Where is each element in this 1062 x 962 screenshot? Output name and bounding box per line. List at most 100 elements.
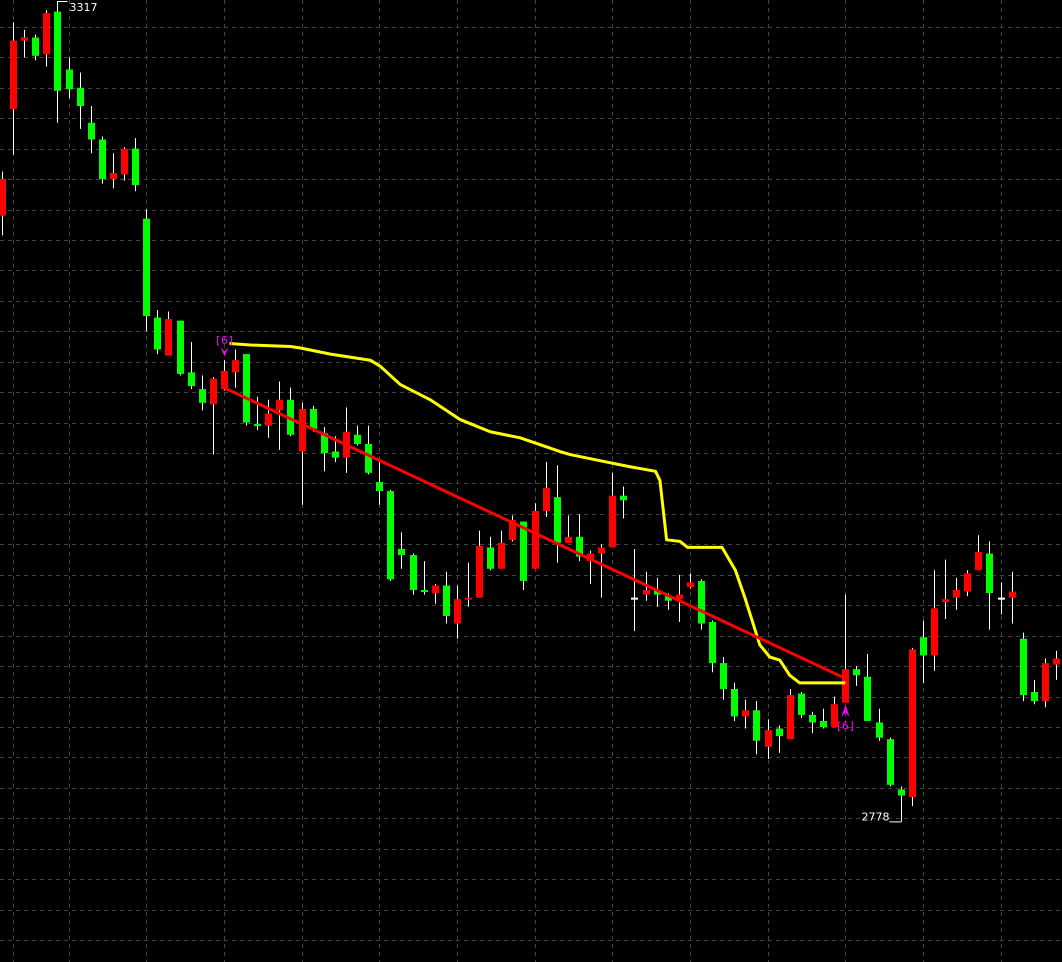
candle-body [21, 37, 28, 41]
candle [887, 737, 894, 787]
candle-body [598, 547, 605, 554]
candle-body [476, 545, 483, 598]
candle [532, 503, 539, 569]
signal-marker: [6] [836, 704, 856, 733]
candle [598, 544, 605, 598]
candle-body [77, 87, 84, 107]
candle [565, 515, 572, 543]
candle-body [88, 122, 95, 140]
candle [853, 666, 860, 686]
candle [498, 530, 505, 569]
candle-body [99, 139, 106, 180]
candle-body [454, 599, 461, 624]
candle [54, 1, 61, 123]
candle [465, 562, 472, 607]
candle [920, 620, 927, 683]
candle [731, 682, 738, 721]
candle-body [1031, 692, 1038, 702]
candle [998, 582, 1005, 615]
candle-body [376, 481, 383, 492]
marker-label: [6] [836, 720, 856, 733]
candle-body [354, 434, 361, 444]
candle [487, 536, 494, 571]
candle [77, 72, 84, 129]
candle-body [909, 649, 916, 798]
candle-body [842, 669, 849, 703]
candle-body [54, 11, 61, 91]
candle-body [243, 354, 250, 423]
candle [942, 559, 949, 619]
candle-body [1020, 638, 1027, 696]
candle-body [931, 608, 938, 656]
candle-body [299, 408, 306, 452]
candle-body [110, 172, 117, 180]
candle-body [920, 637, 927, 656]
candle [554, 465, 561, 563]
candle [243, 354, 250, 426]
candle-body [132, 148, 139, 186]
candle [476, 530, 483, 598]
candle [365, 425, 372, 475]
candle [753, 701, 760, 755]
candle [287, 387, 294, 437]
candle [820, 708, 827, 729]
candle [1020, 632, 1027, 702]
candle [188, 341, 195, 390]
candle [842, 594, 849, 703]
candle-body [942, 599, 949, 603]
candle-body [576, 536, 583, 557]
candle-body [221, 370, 228, 390]
candle [387, 489, 394, 581]
candle-body [165, 319, 172, 356]
candle [221, 360, 228, 391]
candle-body [154, 317, 161, 350]
candle-body [853, 669, 860, 676]
candle [864, 653, 871, 721]
candle [66, 57, 73, 99]
trend-line [223, 386, 846, 680]
candle-body [809, 714, 816, 723]
candle-body [543, 488, 550, 511]
candle-body [276, 399, 283, 411]
candle-body [532, 510, 539, 569]
candle [631, 548, 638, 632]
candle-body [487, 547, 494, 569]
candle-body [265, 413, 272, 426]
candle-body [43, 13, 50, 55]
candle-body [765, 730, 772, 747]
signal-marker: [6] [215, 334, 234, 357]
candle-body [776, 728, 783, 737]
candle [265, 399, 272, 438]
candle-body [565, 536, 572, 543]
candle-body [1009, 591, 1016, 598]
candle-body [66, 69, 73, 90]
arrow-down-icon [220, 347, 229, 357]
candle-body [665, 596, 672, 601]
candle-body [321, 433, 328, 454]
candle [831, 696, 838, 728]
candle-body [831, 704, 838, 728]
candle [709, 620, 716, 673]
candle-body [254, 424, 261, 427]
candle [953, 577, 960, 610]
candle-body [820, 720, 827, 728]
candle [110, 153, 117, 189]
candle [354, 425, 361, 446]
candle [986, 541, 993, 630]
candle-body [864, 676, 871, 721]
candle-body [753, 710, 760, 741]
candle [232, 349, 239, 388]
candle-body [520, 521, 527, 581]
candle [654, 577, 661, 607]
candle [132, 137, 139, 192]
candle [809, 711, 816, 734]
candle-body [365, 443, 372, 473]
candle-body [410, 555, 417, 591]
low-price-label: 2778 [862, 810, 890, 823]
candle-body [443, 585, 450, 616]
candle-body [587, 553, 594, 562]
candle-body [10, 40, 17, 110]
candle [909, 647, 916, 807]
